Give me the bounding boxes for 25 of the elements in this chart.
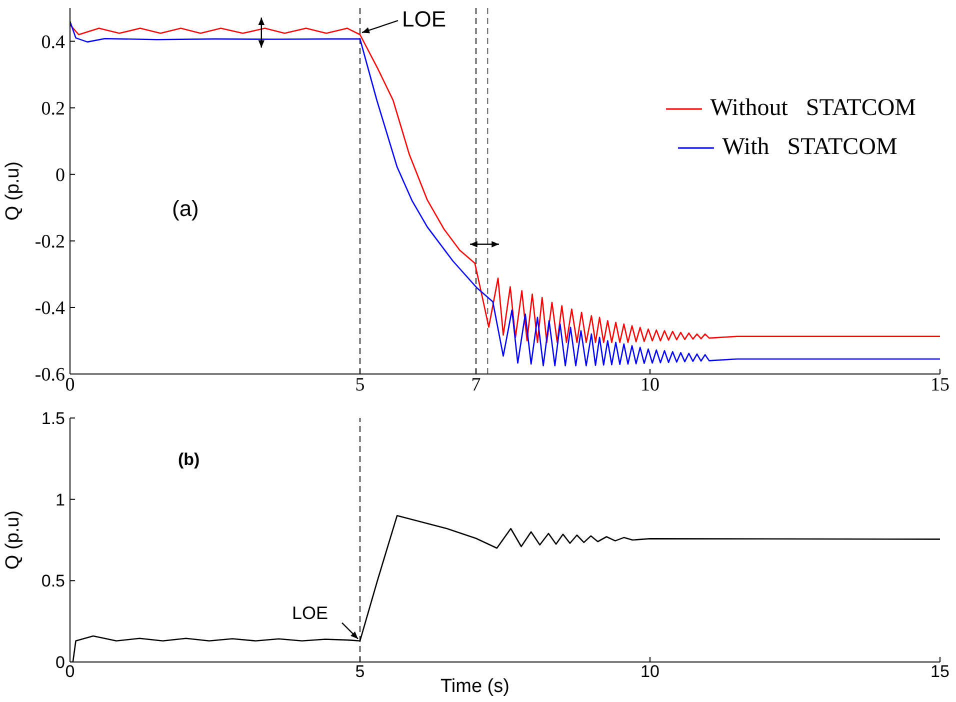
x-tick-label: 15 bbox=[930, 374, 950, 396]
legend-label: With STATCOM bbox=[722, 134, 898, 161]
y-tick-label: 1.5 bbox=[41, 409, 65, 428]
annotation: (a) bbox=[172, 196, 199, 222]
x-tick-label: 5 bbox=[355, 662, 365, 682]
y-tick-label: -0.4 bbox=[34, 298, 66, 320]
y-axis-title: Q (p.u) bbox=[2, 510, 24, 570]
y-tick-label: 0.5 bbox=[41, 572, 65, 591]
x-tick-label: 10 bbox=[640, 374, 660, 396]
legend-label: Without STATCOM bbox=[710, 95, 916, 122]
y-tick-label: 0 bbox=[56, 165, 65, 186]
x-tick-label: 10 bbox=[640, 662, 660, 682]
x-tick-label: 15 bbox=[930, 662, 950, 682]
annotation: (b) bbox=[178, 450, 200, 470]
y-tick-label: -0.2 bbox=[34, 232, 65, 253]
y-tick-label: 1 bbox=[56, 490, 65, 510]
y-tick-label: -0.6 bbox=[34, 364, 65, 386]
x-tick-label: 5 bbox=[355, 374, 365, 396]
y-tick-label: 0.2 bbox=[41, 98, 65, 120]
y-tick-label: 0.4 bbox=[41, 32, 66, 54]
x-tick-label: 7 bbox=[471, 374, 481, 396]
y-axis-title: Q (p.u) bbox=[2, 161, 24, 221]
annotation: LOE bbox=[292, 602, 328, 623]
x-axis-title: Time (s) bbox=[440, 676, 510, 697]
annotation: LOE bbox=[402, 6, 446, 32]
